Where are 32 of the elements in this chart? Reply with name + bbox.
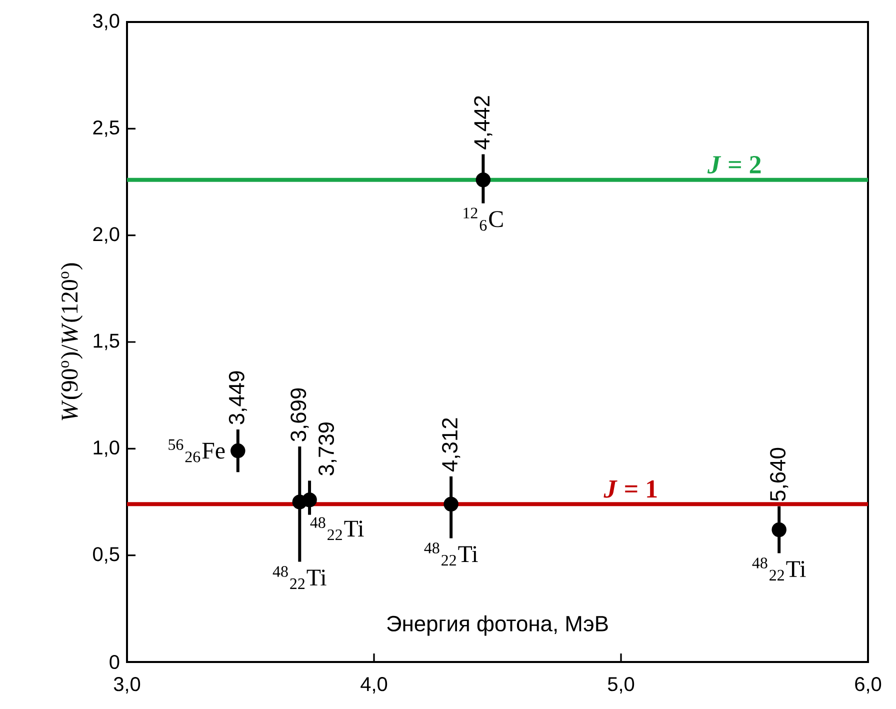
y-tick-label: 1,0	[94, 440, 120, 457]
ref-line-label: J = 2	[707, 156, 761, 174]
point	[772, 522, 786, 538]
y-axis-title: W(90$^{o}$)/W(120$^{o}$)	[60, 263, 83, 420]
x-tick-label: 3,0	[114, 677, 140, 694]
point	[230, 443, 246, 458]
annotation: 12$_{6}$C	[464, 208, 503, 231]
annotation: 4,442	[474, 96, 492, 150]
y-tick-label: 3,0	[93, 14, 120, 30]
x-tick-label: 6,0	[855, 677, 882, 694]
x-tick-label: 4,0	[360, 677, 388, 694]
annotation: 3,739	[318, 422, 337, 476]
y-tick-label: 0,5	[93, 547, 120, 564]
point	[444, 496, 458, 512]
x-tick-label: 5,0	[608, 677, 634, 694]
annotation: 3,449	[228, 371, 247, 424]
annotation: 5,640	[770, 448, 788, 501]
annotation: 48$_{22}$Ti	[310, 517, 364, 540]
y-tick-label: 2,5	[93, 120, 120, 137]
y-tick-label: 2,0	[93, 227, 120, 244]
point	[302, 492, 317, 508]
x-axis-title: Энергия фотона, МэВ	[387, 615, 608, 636]
annotation: 48$_{22}$Ti	[424, 542, 478, 566]
y-tick-label: 0	[110, 654, 120, 670]
y-tick-label: 1,5	[94, 334, 120, 350]
annotation: 3,699	[290, 388, 309, 442]
annotation: 56$_{26}$Fe	[168, 439, 225, 462]
annotation: 4,312	[442, 418, 460, 472]
point	[476, 172, 491, 188]
annotation: 48$_{22}$Ti	[752, 558, 806, 580]
annotation: 48$_{22}$Ti	[272, 566, 326, 589]
ref-line-label: J = 1	[604, 480, 657, 498]
